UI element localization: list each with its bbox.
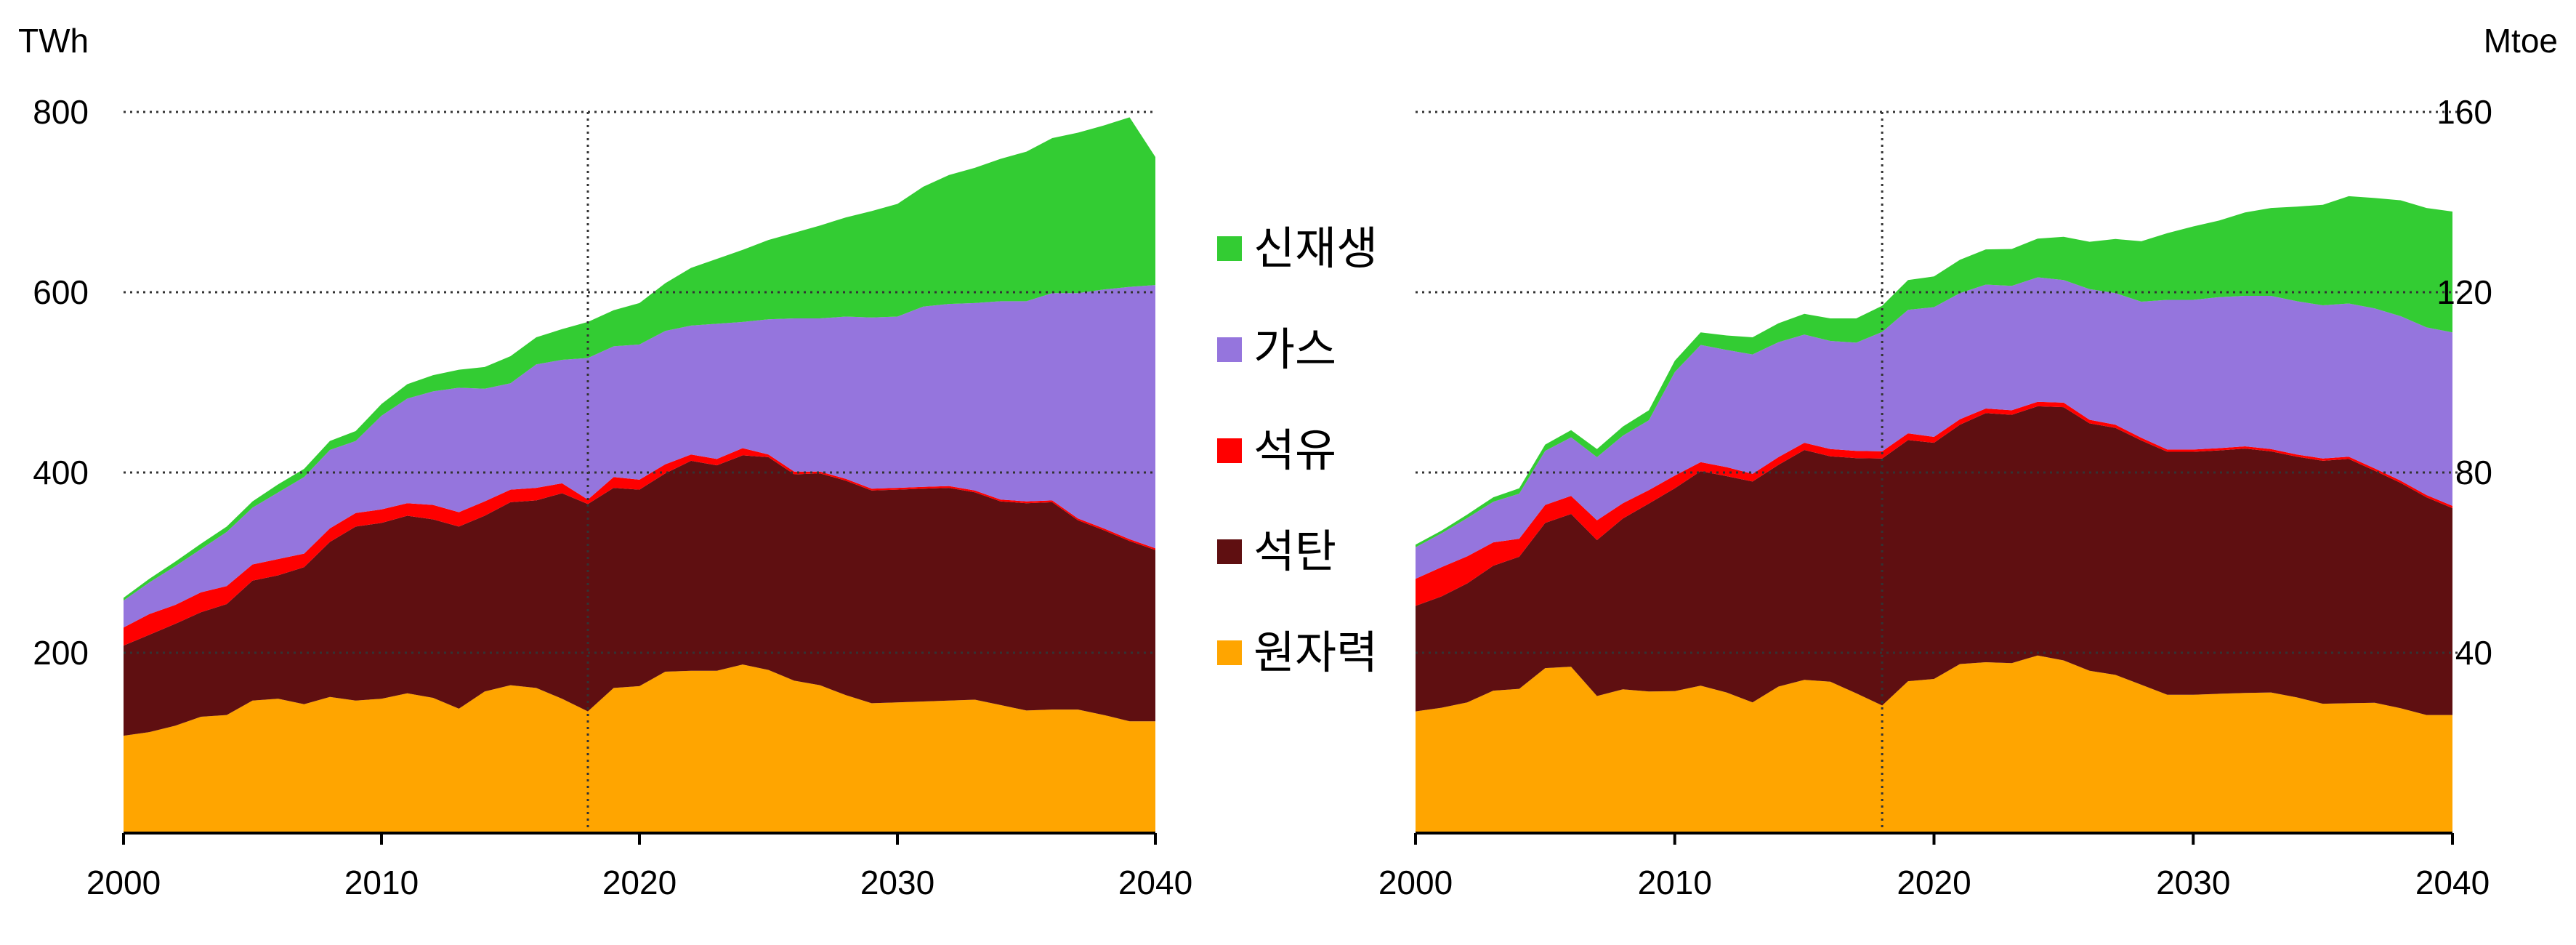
- right-area-renewables: [1416, 196, 2452, 547]
- left-area-renewables: [124, 117, 1155, 601]
- right-x-tick-label: 2030: [2156, 864, 2230, 901]
- left-unit-label: TWh: [18, 22, 89, 60]
- right-x-tick-label: 2010: [1638, 864, 1712, 901]
- legend-label-nuclear: 원자력: [1253, 626, 1378, 679]
- legend-swatch-nuclear: [1217, 640, 1242, 665]
- left-chart-electricity: TWh 200 400 600 800 2000 2010 2020 2030 2040: [18, 22, 1192, 901]
- right-areas: [1416, 196, 2452, 833]
- left-x-tick-label: 2030: [860, 864, 934, 901]
- right-area-coal: [1416, 406, 2452, 715]
- left-area-gas: [124, 285, 1155, 628]
- legend-swatch-gas: [1217, 337, 1242, 362]
- legend-label-renewables: 신재생: [1253, 222, 1378, 275]
- legend-swatch-oil: [1217, 438, 1242, 463]
- left-x-tick-label: 2040: [1118, 864, 1192, 901]
- left-y-tick-label: 400: [33, 454, 89, 491]
- left-y-tick-label: 800: [33, 93, 89, 131]
- right-y-tick-label: 40: [2455, 634, 2492, 672]
- legend-label-oil: 석유: [1253, 424, 1336, 477]
- right-chart-primary-energy: Mtoe 40 80 120 160 2000 2010 2020 2030 2040: [1378, 22, 2558, 901]
- left-x-tick-label: 2010: [344, 864, 419, 901]
- left-area-oil: [124, 448, 1155, 646]
- right-x-tick-label: 2020: [1897, 864, 1971, 901]
- right-x-tick-label: 2000: [1378, 864, 1453, 901]
- right-x-tick-label: 2040: [2415, 864, 2490, 901]
- right-unit-label: Mtoe: [2484, 22, 2558, 60]
- left-y-tick-label: 200: [33, 634, 89, 672]
- left-gridlines: [124, 110, 1155, 654]
- legend-swatch-coal: [1217, 539, 1242, 564]
- legend-swatch-renewables: [1217, 236, 1242, 261]
- legend-label-coal: 석탄: [1253, 525, 1336, 578]
- left-area-coal: [124, 455, 1155, 736]
- left-x-tick-label: 2000: [86, 864, 161, 901]
- right-area-gas: [1416, 277, 2452, 579]
- right-area-nuclear: [1416, 655, 2452, 833]
- right-y-tick-label: 160: [2436, 93, 2492, 131]
- right-y-tick-label: 80: [2455, 454, 2492, 491]
- left-x-tick-label: 2020: [602, 864, 677, 901]
- left-y-tick-label: 600: [33, 273, 89, 311]
- right-area-oil: [1416, 401, 2452, 606]
- legend-label-gas: 가스: [1253, 323, 1336, 376]
- left-areas: [124, 117, 1155, 833]
- left-area-nuclear: [124, 664, 1155, 833]
- right-y-tick-label: 120: [2436, 273, 2492, 311]
